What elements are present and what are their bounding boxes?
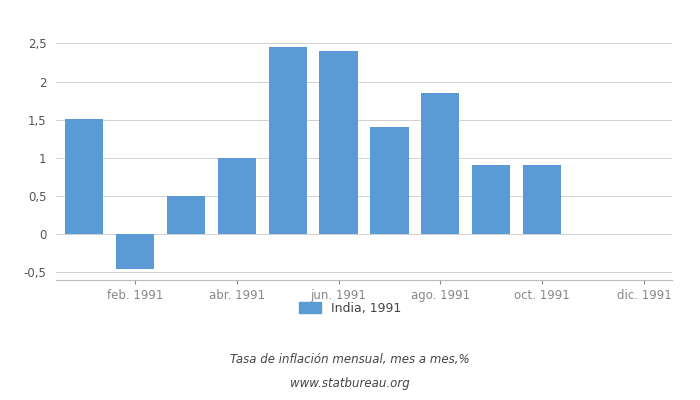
Bar [167, 196, 205, 234]
Bar [116, 234, 154, 268]
Legend: India, 1991: India, 1991 [293, 297, 407, 320]
Bar [473, 165, 510, 234]
Bar [319, 51, 358, 234]
Bar [421, 93, 459, 234]
Bar [269, 47, 307, 234]
Bar [370, 127, 409, 234]
Bar [65, 119, 103, 234]
Bar [218, 158, 256, 234]
Bar [523, 165, 561, 234]
Text: Tasa de inflación mensual, mes a mes,%: Tasa de inflación mensual, mes a mes,% [230, 354, 470, 366]
Text: www.statbureau.org: www.statbureau.org [290, 378, 410, 390]
